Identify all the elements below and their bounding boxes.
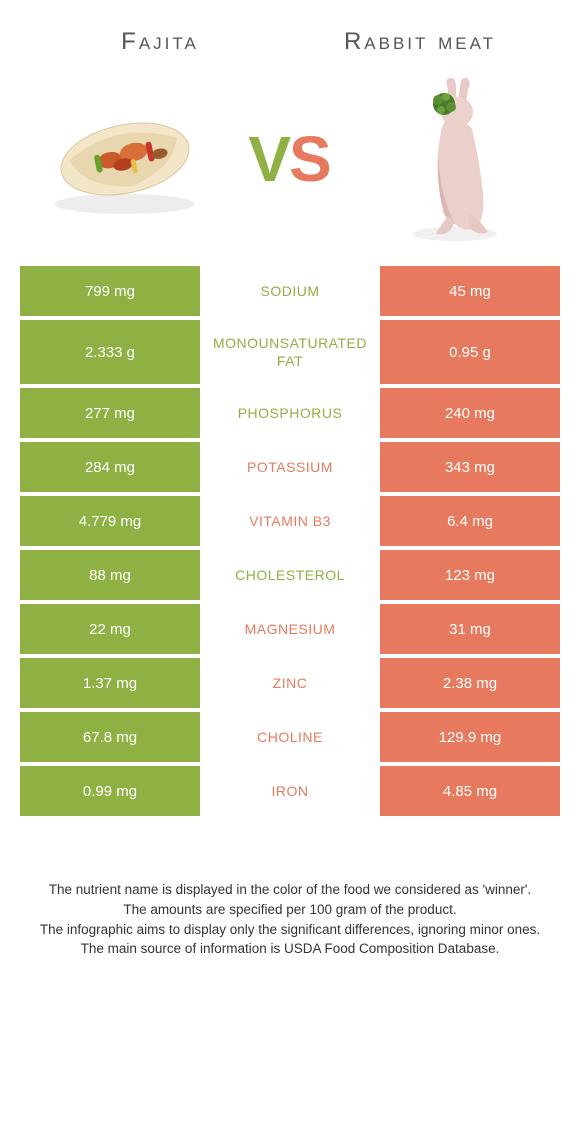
cell-nutrient-label: Phosphorus [200,388,380,438]
cell-right-value: 343 mg [380,442,560,492]
cell-left-value: 277 mg [20,388,200,438]
vs-v: V [248,127,291,191]
cell-nutrient-label: Vitamin B3 [200,496,380,546]
cell-right-value: 129.9 mg [380,712,560,762]
cell-right-value: 4.85 mg [380,766,560,816]
cell-left-value: 22 mg [20,604,200,654]
cell-right-value: 2.38 mg [380,658,560,708]
footnote-line: The infographic aims to display only the… [25,920,555,940]
fajita-image [40,89,210,229]
footnotes: The nutrient name is displayed in the co… [0,820,580,978]
food-left-title: Fajita [30,28,290,56]
table-row: 4.779 mgVitamin B36.4 mg [20,496,560,546]
table-row: 277 mgPhosphorus240 mg [20,388,560,438]
cell-right-value: 31 mg [380,604,560,654]
cell-right-value: 45 mg [380,266,560,316]
cell-nutrient-label: Monounsaturated Fat [200,320,380,384]
cell-right-value: 6.4 mg [380,496,560,546]
footnote-line: The main source of information is USDA F… [25,939,555,959]
footnote-line: The nutrient name is displayed in the co… [25,880,555,900]
table-row: 22 mgMagnesium31 mg [20,604,560,654]
cell-right-value: 240 mg [380,388,560,438]
vs-label: VS [248,127,331,191]
cell-nutrient-label: Choline [200,712,380,762]
cell-left-value: 0.99 mg [20,766,200,816]
hero-row: VS [0,66,580,266]
table-row: 2.333 gMonounsaturated Fat0.95 g [20,320,560,384]
fajita-icon [40,99,210,219]
table-row: 88 mgCholesterol123 mg [20,550,560,600]
food-right-title: Rabbit meat [290,28,550,56]
cell-left-value: 1.37 mg [20,658,200,708]
cell-nutrient-label: Sodium [200,266,380,316]
cell-left-value: 88 mg [20,550,200,600]
rabbit-image [370,89,540,229]
cell-nutrient-label: Magnesium [200,604,380,654]
comparison-table: 799 mgSodium45 mg2.333 gMonounsaturated … [0,266,580,816]
cell-nutrient-label: Potassium [200,442,380,492]
table-row: 284 mgPotassium343 mg [20,442,560,492]
cell-left-value: 4.779 mg [20,496,200,546]
table-row: 1.37 mgZinc2.38 mg [20,658,560,708]
rabbit-icon [400,74,510,244]
cell-left-value: 67.8 mg [20,712,200,762]
cell-nutrient-label: Cholesterol [200,550,380,600]
vs-s: S [289,127,332,191]
footnote-line: The amounts are specified per 100 gram o… [25,900,555,920]
cell-left-value: 799 mg [20,266,200,316]
cell-nutrient-label: Zinc [200,658,380,708]
cell-nutrient-label: Iron [200,766,380,816]
cell-left-value: 2.333 g [20,320,200,384]
table-row: 799 mgSodium45 mg [20,266,560,316]
table-row: 67.8 mgCholine129.9 mg [20,712,560,762]
cell-left-value: 284 mg [20,442,200,492]
header: Fajita Rabbit meat [0,0,580,66]
cell-right-value: 123 mg [380,550,560,600]
cell-right-value: 0.95 g [380,320,560,384]
table-row: 0.99 mgIron4.85 mg [20,766,560,816]
